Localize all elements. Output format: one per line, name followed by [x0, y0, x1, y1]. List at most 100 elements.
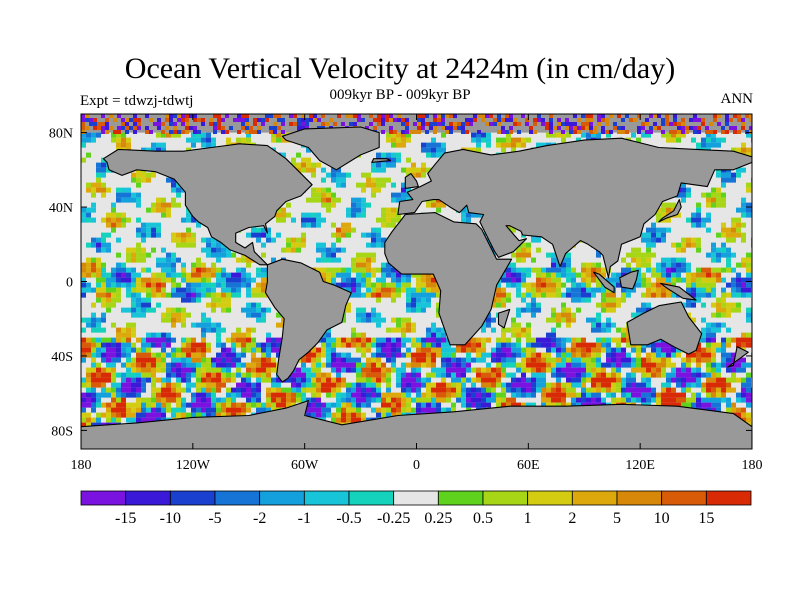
ocean-cell	[121, 282, 126, 288]
ocean-cell	[186, 372, 191, 378]
ocean-cell	[691, 382, 696, 388]
ocean-cell	[561, 392, 566, 398]
ocean-cell	[441, 332, 446, 338]
ocean-cell	[671, 372, 676, 378]
ocean-cell	[651, 282, 656, 288]
ocean-cell	[406, 397, 411, 403]
ocean-cell	[101, 357, 106, 363]
ocean-cell	[176, 412, 181, 418]
ocean-cell	[411, 352, 416, 358]
ocean-cell	[361, 282, 366, 288]
ocean-cell	[311, 347, 316, 353]
ocean-cell	[306, 147, 311, 153]
ocean-cell	[621, 362, 626, 368]
ocean-cell	[441, 407, 446, 413]
ocean-cell	[711, 347, 716, 353]
ocean-cell	[646, 267, 651, 273]
ocean-cell	[91, 132, 96, 138]
ocean-cell	[426, 292, 431, 298]
ocean-cell	[486, 392, 491, 398]
ocean-cell	[736, 222, 741, 228]
ocean-cell	[456, 392, 461, 398]
ocean-cell	[406, 327, 411, 333]
ocean-cell	[156, 132, 161, 138]
ocean-cell	[356, 377, 361, 383]
ocean-cell	[521, 252, 526, 258]
ocean-cell	[516, 377, 521, 383]
ocean-cell	[341, 282, 346, 288]
ocean-cell	[431, 402, 436, 408]
ocean-cell	[166, 367, 171, 373]
ocean-cell	[256, 392, 261, 398]
ocean-cell	[531, 402, 536, 408]
ocean-cell	[656, 287, 661, 293]
ocean-cell	[396, 157, 401, 163]
ocean-cell	[661, 132, 666, 138]
ocean-cell	[246, 382, 251, 388]
ocean-cell	[656, 367, 661, 373]
ocean-cell	[571, 397, 576, 403]
ocean-cell	[121, 137, 126, 143]
ocean-cell	[156, 197, 161, 203]
ocean-cell	[481, 347, 486, 353]
ocean-cell	[261, 377, 266, 383]
ocean-cell	[726, 402, 731, 408]
ocean-cell	[566, 267, 571, 273]
ocean-cell	[426, 297, 431, 303]
ocean-cell	[611, 297, 616, 303]
ocean-cell	[571, 392, 576, 398]
ocean-cell	[181, 412, 186, 418]
ocean-cell	[456, 387, 461, 393]
ocean-cell	[506, 272, 511, 278]
ocean-cell	[556, 267, 561, 273]
ocean-cell	[301, 362, 306, 368]
ocean-cell	[301, 212, 306, 218]
ocean-cell	[531, 257, 536, 263]
ocean-cell	[236, 357, 241, 363]
ocean-cell	[176, 182, 181, 188]
ocean-cell	[101, 352, 106, 358]
ocean-cell	[126, 327, 131, 333]
ocean-cell	[616, 347, 621, 353]
ocean-cell	[516, 272, 521, 278]
ocean-cell	[651, 347, 656, 353]
ocean-cell	[631, 372, 636, 378]
ocean-cell	[361, 187, 366, 193]
ocean-cell	[171, 412, 176, 418]
ocean-cell	[321, 412, 326, 418]
ocean-cell	[721, 137, 726, 143]
ocean-cell	[186, 312, 191, 318]
ocean-cell	[396, 132, 401, 138]
ocean-cell	[521, 382, 526, 388]
ocean-cell	[746, 252, 751, 258]
ocean-cell	[101, 192, 106, 198]
ocean-cell	[471, 377, 476, 383]
ocean-cell	[356, 312, 361, 318]
ocean-cell	[521, 402, 526, 408]
ocean-cell	[396, 327, 401, 333]
ocean-cell	[81, 377, 86, 383]
ocean-cell	[101, 402, 106, 408]
ocean-cell	[711, 197, 716, 203]
ocean-cell	[681, 267, 686, 273]
ocean-cell	[166, 277, 171, 283]
ocean-cell	[291, 382, 296, 388]
ocean-cell	[336, 172, 341, 178]
ocean-cell	[251, 327, 256, 333]
ocean-cell	[246, 347, 251, 353]
ocean-cell	[361, 277, 366, 283]
ocean-cell	[426, 352, 431, 358]
ocean-cell	[591, 327, 596, 333]
ocean-cell	[376, 167, 381, 173]
ocean-cell	[201, 412, 206, 418]
ocean-cell	[266, 387, 271, 393]
ocean-cell	[416, 342, 421, 348]
ocean-cell	[636, 392, 641, 398]
ocean-cell	[481, 132, 486, 138]
ocean-cell	[696, 282, 701, 288]
ocean-cell	[161, 142, 166, 148]
ocean-cell	[106, 412, 111, 418]
ocean-cell	[91, 372, 96, 378]
ocean-cell	[326, 352, 331, 358]
ocean-cell	[341, 317, 346, 323]
